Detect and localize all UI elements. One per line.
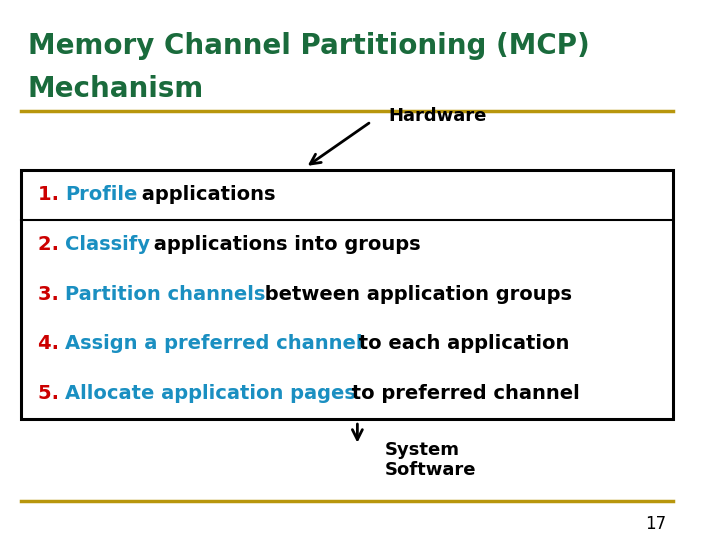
Text: applications: applications — [135, 185, 275, 205]
Text: applications into groups: applications into groups — [147, 235, 420, 254]
Text: Mechanism: Mechanism — [28, 75, 204, 103]
Text: between application groups: between application groups — [258, 285, 572, 304]
Text: 1.: 1. — [38, 185, 66, 205]
Text: 5.: 5. — [38, 384, 66, 403]
Text: Hardware: Hardware — [389, 107, 487, 125]
Text: 3.: 3. — [38, 285, 66, 304]
Text: Allocate application pages: Allocate application pages — [65, 384, 356, 403]
Bar — [21, 170, 673, 418]
Text: to each application: to each application — [351, 334, 569, 354]
Text: Partition channels: Partition channels — [65, 285, 265, 304]
Text: to preferred channel: to preferred channel — [346, 384, 580, 403]
Text: Classify: Classify — [65, 235, 150, 254]
Text: 2.: 2. — [38, 235, 66, 254]
Text: Memory Channel Partitioning (MCP): Memory Channel Partitioning (MCP) — [28, 32, 590, 60]
Text: 17: 17 — [645, 515, 666, 533]
Text: Profile: Profile — [65, 185, 138, 205]
Text: 4.: 4. — [38, 334, 66, 354]
Text: System
Software: System Software — [385, 441, 477, 480]
Text: Assign a preferred channel: Assign a preferred channel — [65, 334, 362, 354]
